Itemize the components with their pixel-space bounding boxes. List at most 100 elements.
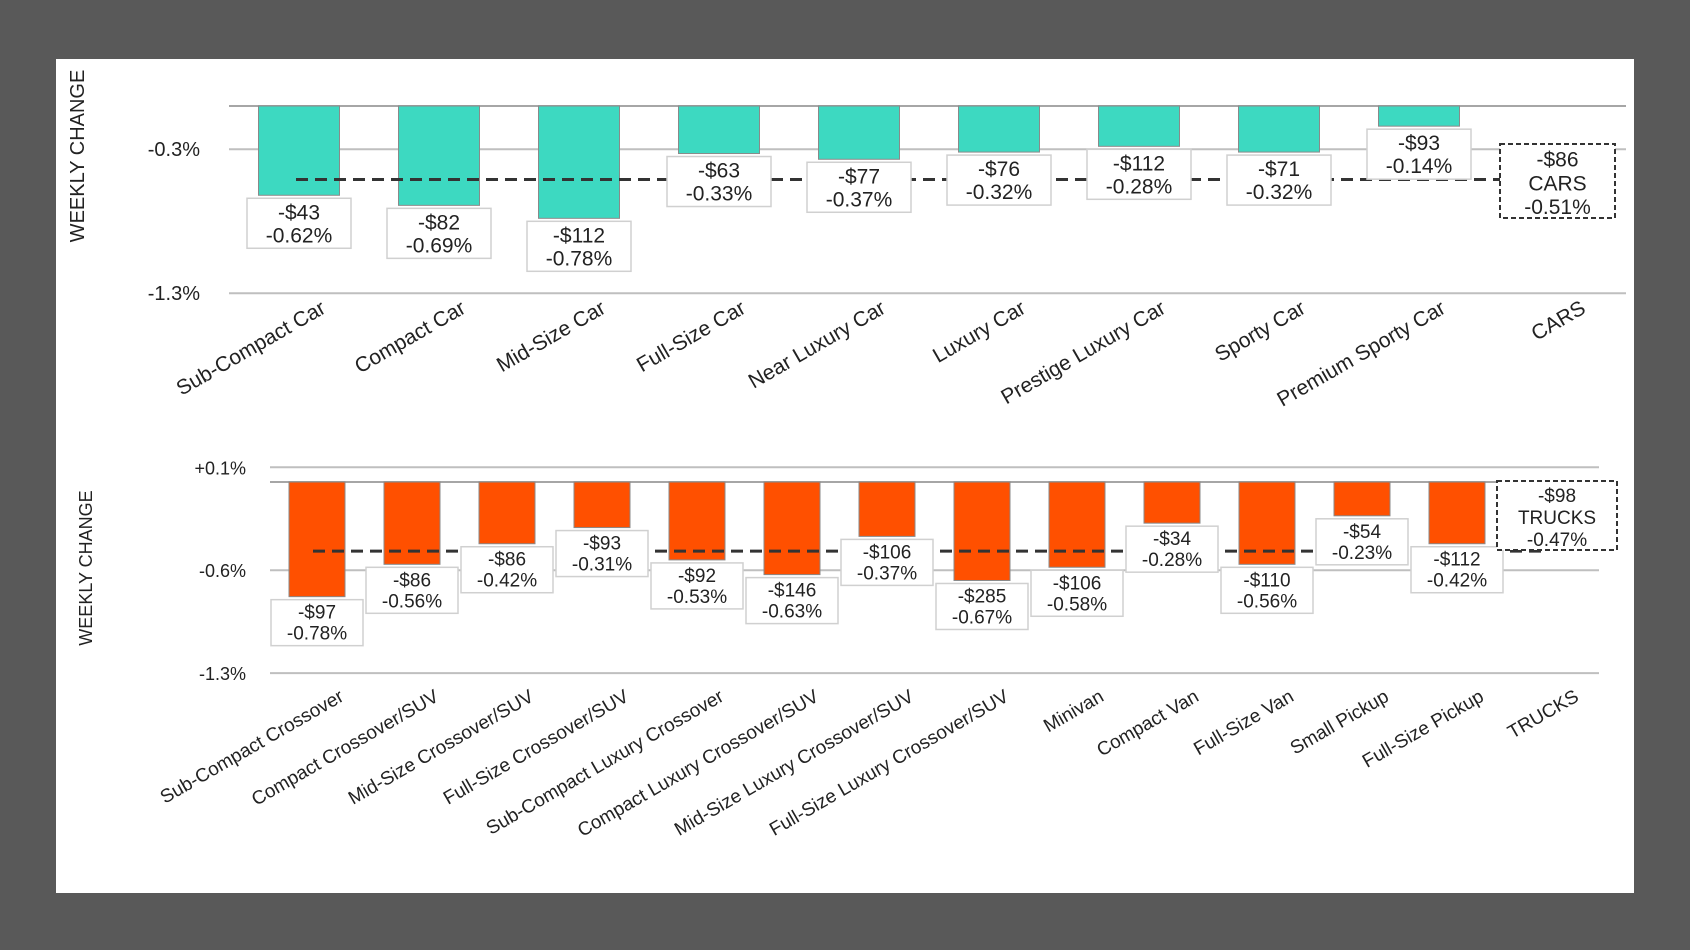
percent-change-label: -0.56% [1237,591,1297,612]
percent-change-label: -0.23% [1332,543,1392,564]
dollar-change-label: -$110 [1243,570,1290,591]
data-label: -$146-0.63% [745,576,839,625]
percent-change-label: -0.42% [477,571,537,592]
data-label: -$93-0.14% [1366,128,1472,180]
data-label-box [246,197,352,250]
y-axis-label: WEEKLY CHANGE [67,70,89,243]
average-name-label: CARS [1528,172,1586,195]
y-tick-label: -0.3% [148,139,200,161]
data-label-box [1366,128,1472,180]
dollar-change-label: -$112 [1433,550,1480,571]
data-label: -$110-0.56% [1220,566,1314,615]
percent-change-label: -0.28% [1106,175,1173,198]
data-label-box [460,545,554,594]
average-percent-label: -0.47% [1527,530,1587,551]
truck-bar [1428,481,1486,545]
average-label-box [1499,143,1616,219]
dollar-change-label: -$92 [678,566,716,587]
data-label-box [555,529,649,578]
percent-change-label: -0.31% [572,555,632,576]
data-label-box [365,566,459,615]
data-label-box [1220,566,1314,615]
data-label: -$86-0.42% [460,545,554,594]
average-name-label: TRUCKS [1518,508,1596,529]
data-label-box [1226,154,1332,206]
data-label-box [1086,148,1192,201]
average-percent-label: -0.51% [1524,196,1591,219]
data-label: -$92-0.53% [650,562,744,610]
y-tick-label: +0.1% [194,458,246,478]
average-dollar-label: -$98 [1538,486,1576,507]
data-label-box [935,582,1029,631]
data-label: -$112-0.78% [526,220,632,273]
average-label-box [1496,480,1618,551]
percent-change-label: -0.62% [266,224,333,247]
car-bar [818,105,900,160]
y-tick-label: -1.3% [148,283,200,305]
truck-bar [1143,481,1201,524]
data-label-box [386,207,492,260]
truck-bar [953,481,1011,581]
percent-change-label: -0.42% [1427,571,1487,592]
dollar-change-label: -$112 [1113,152,1165,175]
percent-change-label: -0.58% [1047,594,1107,615]
data-label-box [1125,525,1219,573]
car-bar [1098,105,1180,147]
data-label: -$93-0.31% [555,529,649,578]
dollar-change-label: -$71 [1258,158,1300,181]
car-bar [958,105,1040,153]
percent-change-label: -0.37% [826,188,893,211]
percent-change-label: -0.67% [952,607,1012,628]
data-label: -$63-0.33% [666,155,772,208]
data-label-box [840,538,934,587]
data-label: -$86-0.56% [365,566,459,615]
dollar-change-label: -$93 [583,534,621,555]
dollar-change-label: -$97 [298,603,336,624]
data-label-box [745,576,839,625]
percent-change-label: -0.33% [686,183,753,206]
data-label-box [1410,545,1504,594]
data-label-box [1315,518,1409,566]
percent-change-label: -0.32% [1246,181,1313,204]
dollar-change-label: -$86 [393,570,431,591]
data-label: -$71-0.32% [1226,154,1332,206]
car-bar [1238,105,1320,153]
percent-change-label: -0.69% [406,234,473,257]
truck-bar [288,481,346,598]
data-label: -$285-0.67% [935,582,1029,631]
percent-change-label: -0.63% [762,602,822,623]
data-label: -$106-0.37% [840,538,934,587]
data-label-box [1030,569,1124,618]
car-bar [538,105,620,219]
data-label: -$43-0.62% [246,197,352,250]
truck-bar [668,481,726,561]
average-dollar-label: -$86 [1536,149,1578,172]
dollar-change-label: -$82 [418,211,460,234]
truck-bar [1048,481,1106,568]
dollar-change-label: -$106 [1053,573,1102,594]
car-bar [258,105,340,196]
dollar-change-label: -$76 [978,158,1020,181]
truck-bar [478,481,536,545]
dollar-change-label: -$112 [553,224,605,247]
car-bar [1378,105,1460,127]
dollar-change-label: -$146 [768,581,817,602]
truck-bar [573,481,631,529]
data-label: -$76-0.32% [946,154,1052,206]
data-label-box [270,598,364,647]
data-label-box [526,220,632,273]
truck-bar [1333,481,1391,517]
dollar-change-label: -$106 [863,542,912,563]
data-label-box [666,155,772,208]
car-bar [678,105,760,155]
data-label: -$112-0.28% [1086,148,1192,201]
percent-change-label: -0.14% [1386,155,1453,178]
percent-change-label: -0.37% [857,563,917,584]
data-label: -$82-0.69% [386,207,492,260]
percent-change-label: -0.56% [382,591,442,612]
data-label: -$34-0.28% [1125,525,1219,573]
data-label: -$54-0.23% [1315,518,1409,566]
dollar-change-label: -$43 [278,201,320,224]
